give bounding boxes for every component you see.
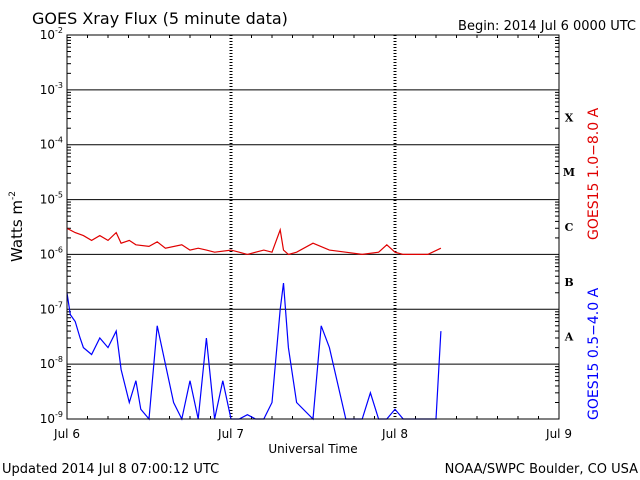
y-tick-labels: 10-2 10-3 10-4 10-5 10-6 10-7 10-8 10-9 — [40, 26, 63, 426]
series-line-short — [66, 283, 442, 421]
begin-label: Begin: 2014 Jul 6 0000 UTC — [458, 19, 636, 34]
series-lines — [66, 227, 442, 421]
x-tick-label: Jul 6 — [53, 427, 80, 441]
x-tick-label: Jul 7 — [217, 427, 244, 441]
y-tick-label: 10-7 — [40, 300, 63, 316]
y-tick-label: 10-3 — [40, 81, 63, 97]
plot-frame — [66, 34, 560, 420]
y-tick-label: 10-9 — [40, 410, 63, 426]
y-tick-label: 10-6 — [40, 245, 63, 261]
series-line-long — [66, 227, 442, 256]
y-axis-label-group: Watts m-2 — [8, 191, 26, 262]
x-tick-labels: Jul 6 Jul 7 Jul 8 Jul 9 — [53, 427, 572, 441]
y-tick-label: 10-8 — [40, 355, 63, 371]
chart-title: GOES Xray Flux (5 minute data) — [32, 9, 288, 28]
y-axis-label: Watts m — [8, 200, 26, 262]
x-tick-label: Jul 9 — [545, 427, 572, 441]
flare-class-label: C — [565, 221, 574, 234]
grid — [67, 34, 559, 420]
flare-class-label: B — [564, 276, 573, 289]
x-tick-label: Jul 8 — [381, 427, 408, 441]
footer-updated: Updated 2014 Jul 8 07:00:12 UTC — [2, 462, 219, 477]
y-tick-label: 10-2 — [40, 26, 63, 42]
flare-class-label: X — [565, 111, 574, 124]
y-axis-label-exponent: -2 — [8, 191, 18, 200]
footer-credit: NOAA/SWPC Boulder, CO USA — [445, 462, 638, 477]
flare-class-label: A — [564, 331, 574, 344]
legend-series-short: GOES15 0.5−4.0 A — [586, 287, 602, 420]
svg-text:Watts m-2: Watts m-2 — [8, 191, 26, 262]
y-tick-label: 10-5 — [40, 191, 63, 207]
flare-class-labels: X M C B A — [563, 111, 575, 343]
flare-class-label: M — [563, 166, 575, 179]
x-axis-label: Universal Time — [268, 442, 357, 456]
y-tick-label: 10-4 — [40, 136, 63, 152]
legend-series-long: GOES15 1.0−8.0 A — [586, 107, 602, 240]
